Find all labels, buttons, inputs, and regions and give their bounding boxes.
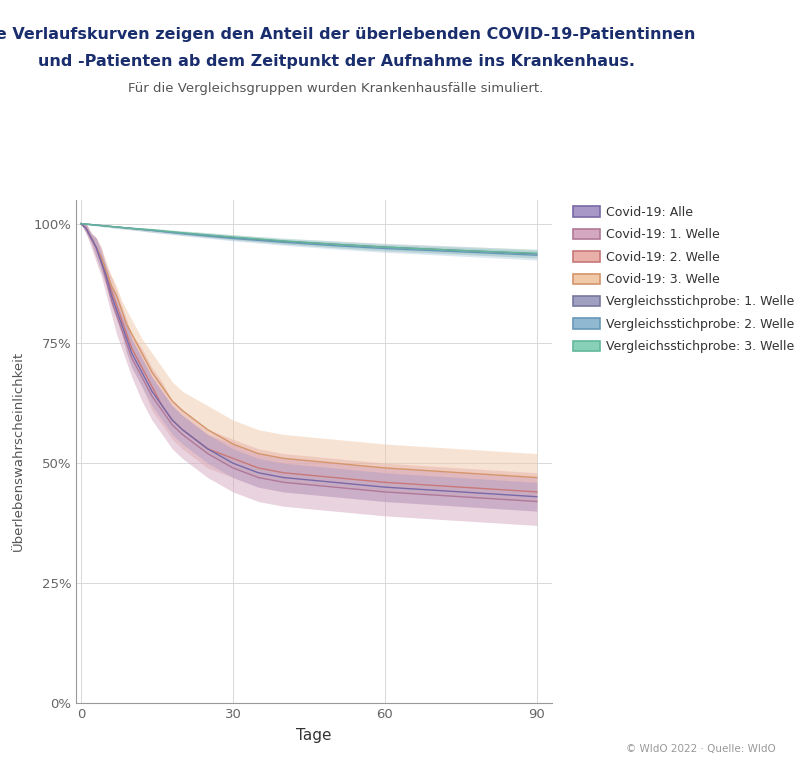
X-axis label: Tage: Tage	[296, 727, 332, 743]
Text: Die Verlaufskurven zeigen den Anteil der überlebenden COVID-19-Patientinnen: Die Verlaufskurven zeigen den Anteil der…	[0, 27, 695, 42]
Legend: Covid-19: Alle, Covid-19: 1. Welle, Covid-19: 2. Welle, Covid-19: 3. Welle, Verg: Covid-19: Alle, Covid-19: 1. Welle, Covi…	[573, 206, 794, 353]
Text: © WIdO 2022 · Quelle: WIdO: © WIdO 2022 · Quelle: WIdO	[626, 744, 776, 754]
Text: und -Patienten ab dem Zeitpunkt der Aufnahme ins Krankenhaus.: und -Patienten ab dem Zeitpunkt der Aufn…	[38, 54, 634, 69]
Text: Für die Vergleichsgruppen wurden Krankenhausfälle simuliert.: Für die Vergleichsgruppen wurden Kranken…	[128, 82, 544, 95]
Y-axis label: Überlebenswahrscheinlichkeit: Überlebenswahrscheinlichkeit	[12, 351, 25, 551]
